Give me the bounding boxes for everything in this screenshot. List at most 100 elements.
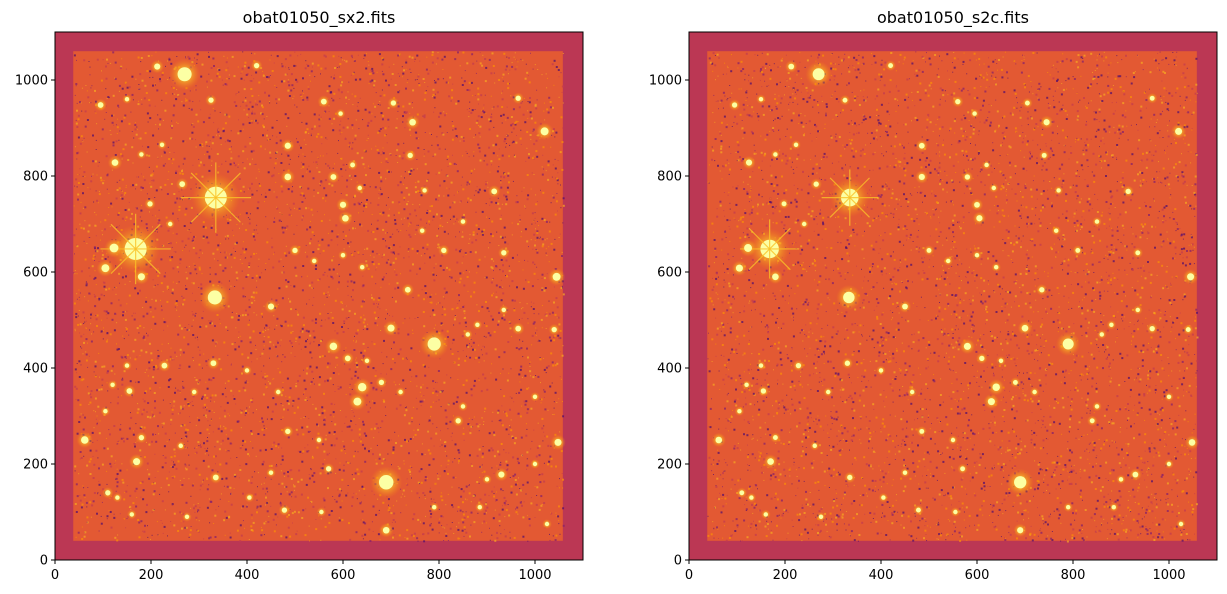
star [1089,418,1095,424]
star [964,174,971,180]
star [551,326,557,333]
star [129,512,134,517]
star [133,458,141,466]
star [1043,119,1050,126]
star [843,291,855,304]
star [987,398,995,406]
star [979,355,985,362]
star [826,389,831,395]
panel-title: obat01050_s2c.fits [877,8,1029,28]
star [540,127,549,136]
star [407,152,413,158]
star [763,512,768,517]
star [1135,307,1141,313]
star [124,97,130,102]
star [812,68,825,81]
star [325,466,332,472]
star [1094,219,1100,224]
x-tick-label: 800 [427,568,452,583]
star [773,152,778,157]
star [101,264,110,273]
star [515,95,521,101]
star [382,526,390,534]
star [139,152,144,157]
panel-s2c: obat01050_s2c.fits 0 200 400 600 800 1000 0 200… [649,8,1218,583]
star [745,159,753,166]
star [737,409,742,414]
star [97,102,104,108]
star-field [711,60,1200,538]
y-tick-label: 1000 [649,74,682,89]
star [154,63,161,70]
star [818,514,824,519]
star [902,470,908,475]
y-tick-label: 800 [23,170,48,185]
star [1017,527,1024,534]
star [992,383,1000,391]
star [210,360,217,367]
star [916,507,921,513]
star [138,434,145,441]
star [455,418,461,424]
star [432,505,437,510]
star [1056,188,1061,193]
star [1185,327,1191,333]
star [991,185,996,191]
star [760,388,767,394]
noise-field [73,51,563,541]
star [1187,273,1195,281]
star [739,490,745,496]
star [847,474,853,481]
star [767,458,774,465]
star [1132,471,1139,478]
star [1175,127,1183,135]
star [475,322,480,327]
star [460,219,466,224]
star [179,181,186,188]
axes-frame [54,31,584,561]
star [115,495,120,500]
star [267,303,275,310]
star [103,409,108,414]
star [1188,439,1196,446]
star [950,437,956,443]
star [477,505,482,510]
star [552,272,561,281]
star [329,342,338,351]
star [350,162,356,168]
star [404,286,411,293]
star [1111,505,1117,510]
star [532,461,538,467]
star [159,142,165,147]
y-tick-label: 800 [657,170,682,185]
star [427,337,441,351]
y-tick-label: 600 [23,266,48,281]
star [731,102,738,108]
star [715,436,723,444]
star [292,247,298,254]
star [137,273,145,281]
star [501,307,506,313]
star [1109,322,1114,327]
x-tick-label: 400 [869,568,894,583]
star [1149,95,1155,101]
star [147,201,153,207]
star [918,142,925,149]
star [972,111,977,116]
star [1062,338,1074,350]
y-tick-label: 0 [674,554,682,569]
star [364,358,370,363]
y-tick-label: 200 [657,458,682,473]
star [281,507,288,513]
star [344,355,351,362]
star [1039,287,1045,293]
star [781,201,787,207]
star [1032,389,1037,395]
star [963,342,971,350]
star [744,382,749,387]
star [1066,505,1071,510]
x-tick-label: 1000 [1152,568,1185,583]
star [994,265,999,270]
star [409,118,416,126]
